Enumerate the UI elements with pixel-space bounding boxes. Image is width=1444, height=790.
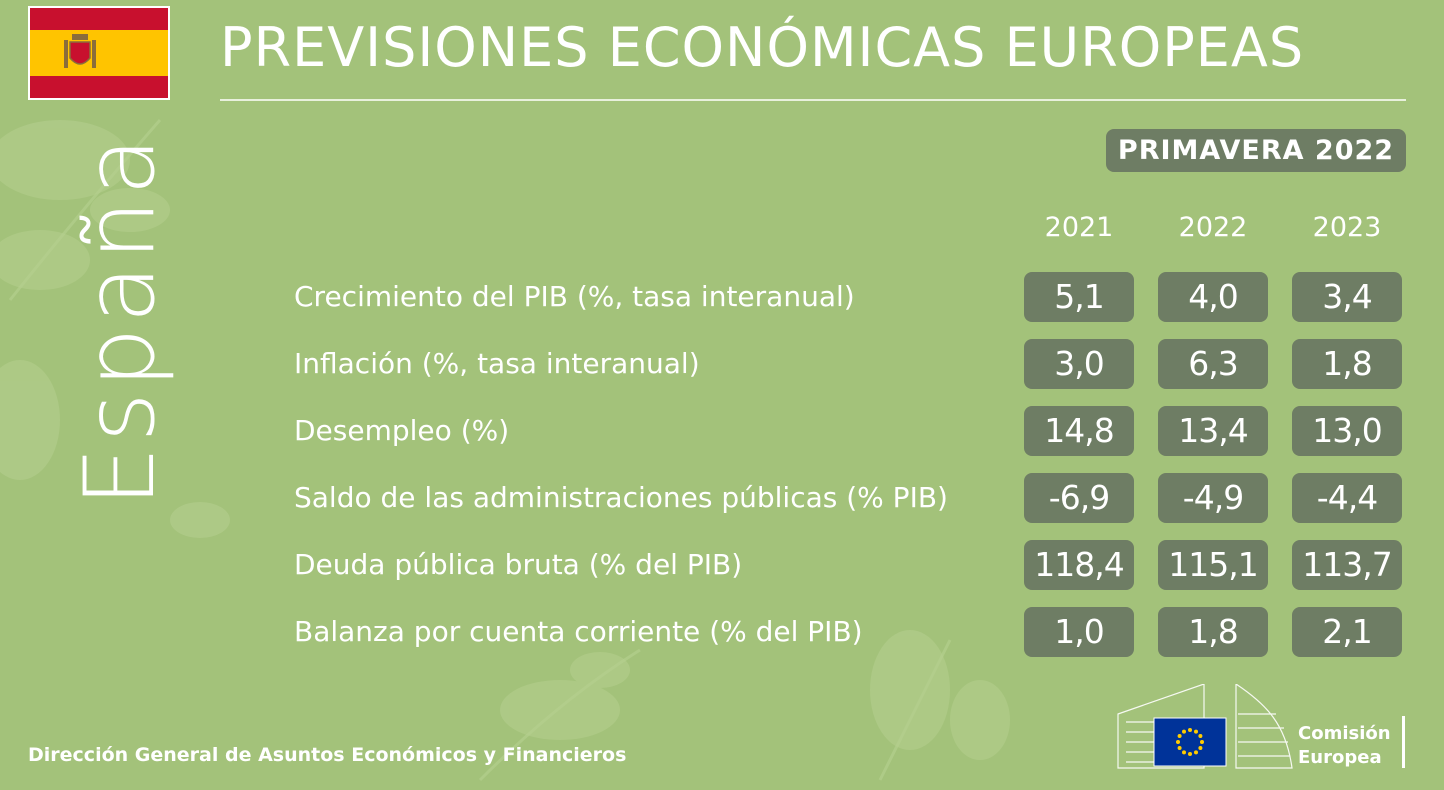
coat-of-arms-icon: [64, 34, 96, 68]
value-unemployment-2022: 13,4: [1158, 406, 1268, 456]
season-badge: PRIMAVERA 2022: [1106, 129, 1406, 172]
value-inflation-2022: 6,3: [1158, 339, 1268, 389]
value-current-account-2022: 1,8: [1158, 607, 1268, 657]
value-inflation-2021: 3,0: [1024, 339, 1134, 389]
page-title: PREVISIONES ECONÓMICAS EUROPEAS: [220, 16, 1305, 79]
value-current-account-2023: 2,1: [1292, 607, 1402, 657]
european-commission-logo: [1117, 684, 1293, 769]
row-label-gdp-growth: Crecimiento del PIB (%, tasa interanual): [294, 280, 855, 313]
row-label-gross-debt: Deuda pública bruta (% del PIB): [294, 548, 743, 581]
footer-directorate: Dirección General de Asuntos Económicos …: [28, 744, 627, 766]
value-public-balance-2021: -6,9: [1024, 473, 1134, 523]
ec-logo-bar: [1402, 716, 1405, 768]
row-label-inflation: Inflación (%, tasa interanual): [294, 347, 700, 380]
value-gross-debt-2023: 113,7: [1292, 540, 1402, 590]
eu-stars-icon: [1176, 728, 1204, 756]
value-unemployment-2023: 13,0: [1292, 406, 1402, 456]
ec-logo-text: Comisión Europea: [1298, 722, 1391, 770]
row-label-unemployment: Desempleo (%): [294, 414, 510, 447]
value-current-account-2021: 1,0: [1024, 607, 1134, 657]
spain-flag-icon: [28, 6, 170, 100]
value-inflation-2023: 1,8: [1292, 339, 1402, 389]
title-divider: [220, 99, 1406, 101]
value-unemployment-2021: 14,8: [1024, 406, 1134, 456]
country-name: España: [64, 132, 176, 508]
year-header-2021: 2021: [1044, 212, 1114, 243]
value-public-balance-2023: -4,4: [1292, 473, 1402, 523]
ec-logo-line1: Comisión: [1298, 723, 1391, 744]
value-gdp-growth-2022: 4,0: [1158, 272, 1268, 322]
year-header-2023: 2023: [1312, 212, 1382, 243]
value-gross-debt-2022: 115,1: [1158, 540, 1268, 590]
value-gdp-growth-2023: 3,4: [1292, 272, 1402, 322]
year-header-2022: 2022: [1178, 212, 1248, 243]
value-gross-debt-2021: 118,4: [1024, 540, 1134, 590]
row-label-public-balance: Saldo de las administraciones públicas (…: [294, 481, 948, 514]
ec-logo-line2: Europea: [1298, 747, 1382, 768]
value-public-balance-2022: -4,9: [1158, 473, 1268, 523]
row-label-current-account: Balanza por cuenta corriente (% del PIB): [294, 615, 863, 648]
value-gdp-growth-2021: 5,1: [1024, 272, 1134, 322]
